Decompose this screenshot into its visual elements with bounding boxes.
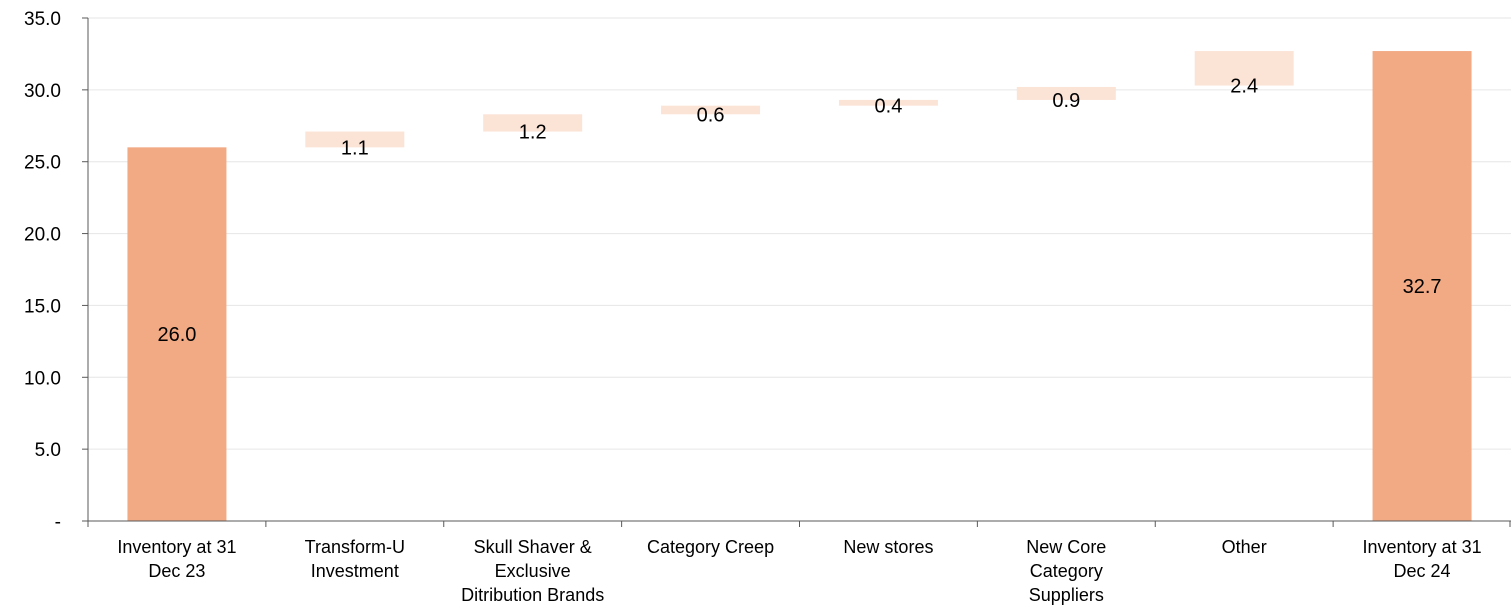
gridlines bbox=[88, 17, 1511, 450]
delta-bar bbox=[1194, 51, 1294, 86]
data-label: 2.4 bbox=[1230, 76, 1258, 98]
y-tick-label: 15.0 bbox=[24, 296, 61, 317]
delta-bar bbox=[305, 131, 405, 148]
data-label: 32.7 bbox=[1403, 276, 1442, 298]
x-category-label: New Core Category Suppliers bbox=[1026, 537, 1106, 605]
x-category-label: Transform-U Investment bbox=[305, 537, 405, 581]
x-category-label: Category Creep bbox=[647, 537, 774, 557]
data-labels: 26.0 1.1 1.2 0.6 0.4 0.9 2.4 32.7 bbox=[157, 76, 1441, 347]
data-label: 1.1 bbox=[341, 137, 369, 159]
data-label: 1.2 bbox=[519, 122, 547, 144]
total-bar bbox=[1372, 51, 1472, 521]
x-category-label: Inventory at 31 Dec 24 bbox=[1363, 537, 1482, 581]
total-bar bbox=[127, 147, 227, 522]
delta-bar bbox=[1016, 86, 1116, 100]
delta-bar bbox=[483, 114, 583, 132]
data-label: 0.9 bbox=[1052, 90, 1080, 112]
y-tick-label: 35.0 bbox=[24, 9, 61, 30]
delta-bar bbox=[661, 105, 761, 115]
bars bbox=[127, 51, 1472, 522]
axes: - 5.0 10.0 15.0 20.0 25.0 30.0 35.0 Inventory at… bbox=[24, 9, 1511, 605]
delta-bar bbox=[838, 99, 938, 106]
y-tick-label: 5.0 bbox=[35, 440, 61, 461]
data-label: 26.0 bbox=[157, 324, 196, 346]
x-category-label: Inventory at 31 Dec 23 bbox=[117, 537, 236, 581]
data-label: 0.6 bbox=[697, 104, 725, 126]
x-category-label: Skull Shaver & Exclusive Ditribution Brand… bbox=[461, 537, 604, 605]
y-tick-label: - bbox=[55, 512, 61, 533]
y-tick-label: 10.0 bbox=[24, 368, 61, 389]
y-tick-label: 30.0 bbox=[24, 81, 61, 102]
y-tick-label: 25.0 bbox=[24, 153, 61, 174]
x-category-label: New stores bbox=[843, 537, 933, 557]
y-tick-label: 20.0 bbox=[24, 225, 61, 246]
data-label: 0.4 bbox=[875, 96, 903, 118]
x-category-label: Other bbox=[1222, 537, 1267, 557]
